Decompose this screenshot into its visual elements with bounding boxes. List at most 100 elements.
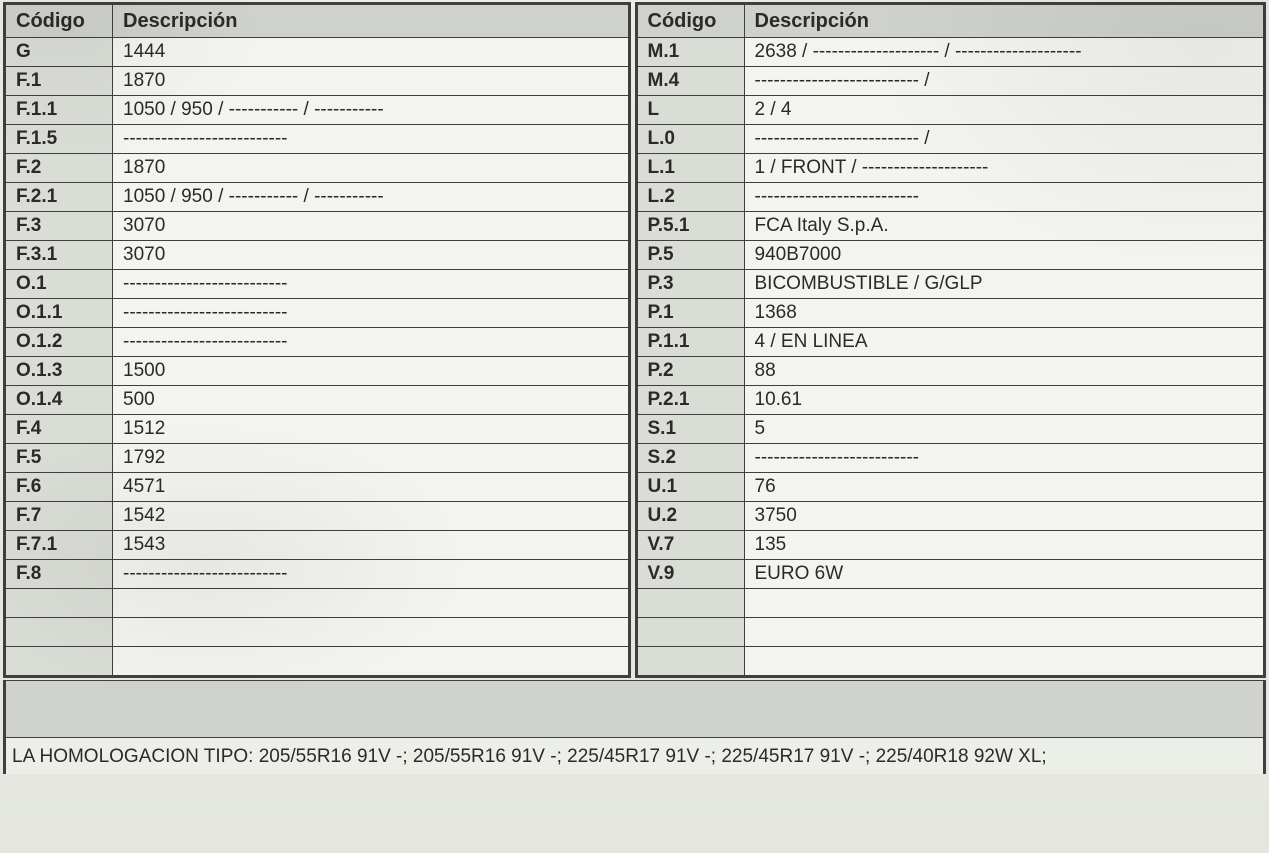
- desc-cell: --------------------------: [113, 299, 630, 328]
- desc-cell: -------------------------- /: [744, 67, 1265, 96]
- code-cell: F.1: [5, 67, 113, 96]
- table-row: P.5940B7000: [636, 241, 1265, 270]
- code-cell: F.7: [5, 502, 113, 531]
- table-row: L.0 -------------------------- /: [636, 125, 1265, 154]
- code-cell: O.1.1: [5, 299, 113, 328]
- code-cell: [636, 647, 744, 677]
- desc-cell: --------------------------: [744, 444, 1265, 473]
- code-cell: L.1: [636, 154, 744, 183]
- desc-cell: 76: [744, 473, 1265, 502]
- code-cell: G: [5, 38, 113, 67]
- desc-cell: 1050 / 950 / ----------- / -----------: [113, 96, 630, 125]
- code-cell: O.1.3: [5, 357, 113, 386]
- code-cell: F.3.1: [5, 241, 113, 270]
- table-row: O.1.1--------------------------: [5, 299, 630, 328]
- table-row: P.1.14 / EN LINEA: [636, 328, 1265, 357]
- desc-cell: 2638 / -------------------- / ----------…: [744, 38, 1265, 67]
- code-cell: P.1: [636, 299, 744, 328]
- desc-cell: 1 / FRONT / --------------------: [744, 154, 1265, 183]
- header-codigo: Código: [636, 4, 744, 38]
- table-row: F.7.11543: [5, 531, 630, 560]
- table-row: L2 / 4: [636, 96, 1265, 125]
- desc-cell: 1792: [113, 444, 630, 473]
- code-cell: O.1.2: [5, 328, 113, 357]
- code-cell: U.1: [636, 473, 744, 502]
- code-cell: S.1: [636, 415, 744, 444]
- table-row: U.23750: [636, 502, 1265, 531]
- code-cell: U.2: [636, 502, 744, 531]
- desc-cell: 3070: [113, 212, 630, 241]
- code-cell: F.1.5: [5, 125, 113, 154]
- table-row: F.33070: [5, 212, 630, 241]
- right-table-body: M.12638 / -------------------- / -------…: [636, 38, 1265, 677]
- code-cell: F.7.1: [5, 531, 113, 560]
- table-row: F.11870: [5, 67, 630, 96]
- code-cell: [636, 589, 744, 618]
- desc-cell: 1870: [113, 154, 630, 183]
- spec-table-right: Código Descripción M.12638 / -----------…: [635, 2, 1267, 678]
- code-cell: F.3: [5, 212, 113, 241]
- desc-cell: 88: [744, 357, 1265, 386]
- desc-cell: 1543: [113, 531, 630, 560]
- spec-table-left: Código Descripción G1444F.11870F.1.11050…: [3, 2, 631, 678]
- desc-cell: 2 / 4: [744, 96, 1265, 125]
- table-row: [5, 589, 630, 618]
- code-cell: L.0: [636, 125, 744, 154]
- desc-cell: [113, 589, 630, 618]
- table-row: L.11 / FRONT / --------------------: [636, 154, 1265, 183]
- desc-cell: 1542: [113, 502, 630, 531]
- code-cell: P.5: [636, 241, 744, 270]
- document-page: Código Descripción G1444F.11870F.1.11050…: [0, 0, 1269, 853]
- table-row: [5, 618, 630, 647]
- code-cell: F.1.1: [5, 96, 113, 125]
- table-row: F.21870: [5, 154, 630, 183]
- desc-cell: [744, 647, 1265, 677]
- table-row: P.11368: [636, 299, 1265, 328]
- desc-cell: 135: [744, 531, 1265, 560]
- code-cell: [5, 618, 113, 647]
- desc-cell: 1512: [113, 415, 630, 444]
- header-descripcion: Descripción: [744, 4, 1265, 38]
- desc-cell: FCA Italy S.p.A.: [744, 212, 1265, 241]
- separator-band: [3, 680, 1266, 738]
- desc-cell: [113, 618, 630, 647]
- footer-text: LA HOMOLOGACION TIPO: 205/55R16 91V -; 2…: [3, 738, 1266, 774]
- code-cell: [5, 647, 113, 677]
- table-row: O.1.2--------------------------: [5, 328, 630, 357]
- code-cell: F.2: [5, 154, 113, 183]
- desc-cell: 940B7000: [744, 241, 1265, 270]
- header-codigo: Código: [5, 4, 113, 38]
- desc-cell: --------------------------: [113, 560, 630, 589]
- table-row: M.12638 / -------------------- / -------…: [636, 38, 1265, 67]
- table-row: P.2.110.61: [636, 386, 1265, 415]
- code-cell: F.5: [5, 444, 113, 473]
- table-header-row: Código Descripción: [5, 4, 630, 38]
- table-row: F.41512: [5, 415, 630, 444]
- table-row: F.8--------------------------: [5, 560, 630, 589]
- table-row: [636, 647, 1265, 677]
- table-row: S.15: [636, 415, 1265, 444]
- desc-cell: 1870: [113, 67, 630, 96]
- table-row: F.2.11050 / 950 / ----------- / --------…: [5, 183, 630, 212]
- code-cell: O.1: [5, 270, 113, 299]
- table-row: L.2 --------------------------: [636, 183, 1265, 212]
- table-row: P.288: [636, 357, 1265, 386]
- code-cell: F.6: [5, 473, 113, 502]
- desc-cell: 1500: [113, 357, 630, 386]
- table-row: M.4 -------------------------- /: [636, 67, 1265, 96]
- table-row: F.64571: [5, 473, 630, 502]
- desc-cell: --------------------------: [113, 328, 630, 357]
- desc-cell: [744, 618, 1265, 647]
- table-row: F.51792: [5, 444, 630, 473]
- table-row: [5, 647, 630, 677]
- left-table-body: G1444F.11870F.1.11050 / 950 / ----------…: [5, 38, 630, 677]
- desc-cell: [744, 589, 1265, 618]
- desc-cell: 4571: [113, 473, 630, 502]
- desc-cell: 1050 / 950 / ----------- / -----------: [113, 183, 630, 212]
- desc-cell: [113, 647, 630, 677]
- table-row: P.5.1FCA Italy S.p.A.: [636, 212, 1265, 241]
- desc-cell: 3750: [744, 502, 1265, 531]
- code-cell: P.2: [636, 357, 744, 386]
- code-cell: [636, 618, 744, 647]
- desc-cell: -------------------------- /: [744, 125, 1265, 154]
